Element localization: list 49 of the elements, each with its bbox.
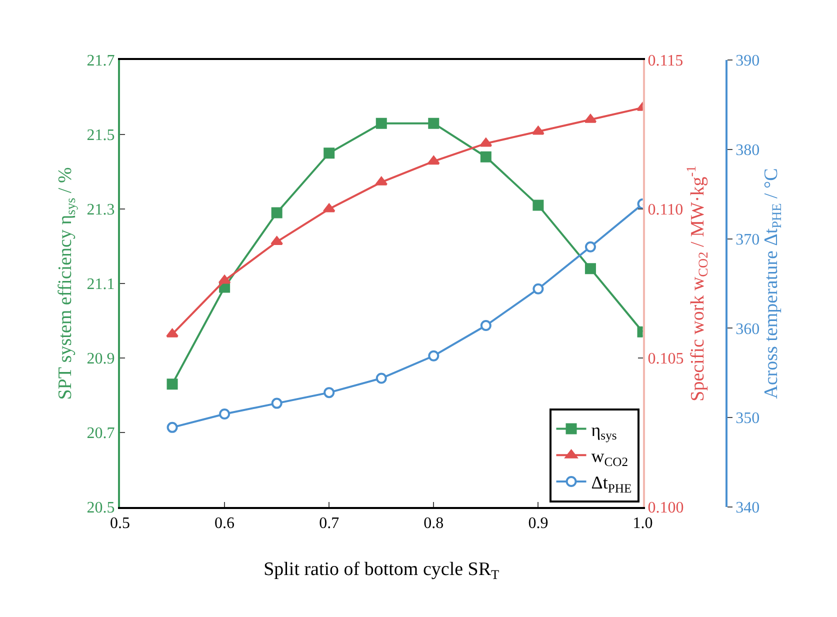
y3-tick-label: 370 bbox=[736, 231, 760, 248]
y2-tick-label: 0.110 bbox=[648, 202, 684, 219]
point bbox=[166, 422, 178, 433]
point bbox=[271, 398, 282, 409]
x-tick-label: 0.8 bbox=[424, 515, 444, 532]
point bbox=[376, 372, 387, 384]
y3-tick-label: 380 bbox=[736, 142, 760, 159]
x-tick-label: 0.7 bbox=[319, 515, 340, 532]
x-tick-label: 0.6 bbox=[214, 515, 235, 532]
legend-label: w$_{CO2}$ bbox=[591, 446, 628, 469]
y2-tick-label: 0.105 bbox=[648, 350, 684, 368]
point bbox=[166, 378, 178, 390]
point bbox=[271, 207, 282, 218]
y2-tick-label: 0.100 bbox=[648, 500, 684, 517]
point bbox=[532, 126, 544, 135]
point bbox=[584, 241, 596, 252]
y2-tick-label: 0.115 bbox=[648, 52, 684, 70]
legend-label: η$_{sys}$ bbox=[591, 420, 617, 443]
legend-label: Δt$_{PHE}$ bbox=[591, 472, 632, 496]
x-tick-label: 0.5 bbox=[110, 515, 130, 532]
point bbox=[219, 408, 230, 420]
x-tick-label: 0.9 bbox=[528, 515, 548, 532]
y-tick-label: 21.3 bbox=[86, 202, 115, 219]
point bbox=[532, 200, 544, 211]
point bbox=[324, 387, 335, 398]
y3-tick-label: 360 bbox=[736, 320, 760, 338]
point bbox=[584, 263, 596, 274]
y3-tick-label: 390 bbox=[736, 52, 760, 70]
y-tick-label: 21.7 bbox=[86, 52, 115, 70]
point bbox=[480, 151, 492, 162]
point bbox=[270, 236, 284, 246]
point bbox=[324, 148, 335, 159]
point bbox=[376, 118, 387, 129]
y-tick-label: 20.7 bbox=[86, 425, 115, 442]
point bbox=[480, 138, 492, 147]
point bbox=[166, 328, 178, 338]
y-tick-label: 20.9 bbox=[86, 350, 115, 368]
point bbox=[480, 320, 492, 332]
x-axis-title: Split ratio of bottom cycle SR$_{T}$ bbox=[264, 559, 500, 582]
point bbox=[427, 156, 440, 165]
y3-tick-label: 350 bbox=[736, 410, 760, 428]
x-tick-label: 1.0 bbox=[632, 515, 653, 532]
y-tick-label: 20.5 bbox=[86, 500, 115, 517]
y-tick-label: 21.5 bbox=[86, 127, 115, 144]
point bbox=[428, 350, 440, 362]
y-tick-label: 21.1 bbox=[86, 276, 115, 294]
y3-tick-label: 340 bbox=[736, 500, 760, 517]
point bbox=[428, 118, 440, 129]
point bbox=[532, 283, 544, 294]
